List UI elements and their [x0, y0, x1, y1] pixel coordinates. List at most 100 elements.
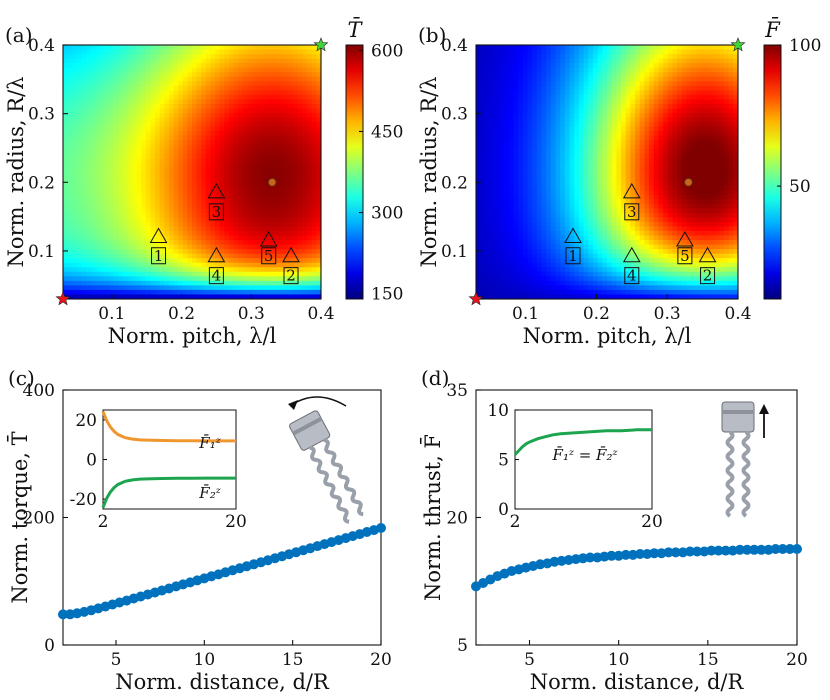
heatmap-cell: [210, 221, 216, 228]
heatmap-cell: [569, 90, 575, 96]
heatmap-cell: [205, 49, 212, 55]
heatmap-cell: [574, 199, 580, 205]
heatmap-cell: [522, 67, 529, 73]
heatmap-cell: [536, 99, 543, 105]
heatmap-cell: [192, 58, 198, 64]
heatmap-cell: [564, 108, 571, 114]
heatmap-cell: [480, 276, 486, 282]
heatmap-cell: [136, 226, 142, 232]
heatmap-cell: [72, 240, 78, 246]
heatmap-cell: [224, 289, 230, 296]
heatmap-cell: [242, 45, 248, 51]
heatmap-cell: [168, 85, 175, 91]
heatmap-cell: [508, 235, 515, 241]
heatmap-cell: [81, 167, 87, 173]
heatmap-cell: [569, 108, 575, 114]
heatmap-cell: [480, 45, 486, 51]
heatmap-cell: [550, 185, 557, 191]
heatmap-cell: [173, 267, 179, 273]
heatmap-cell: [67, 49, 73, 55]
heatmap-cell: [307, 226, 313, 232]
heatmap-cell: [316, 76, 321, 82]
heatmap-cell: [574, 45, 580, 51]
heatmap-cell: [219, 181, 225, 187]
heatmap-cell: [293, 158, 299, 164]
heatmap-cell: [588, 113, 594, 119]
triangle-marker: [207, 182, 226, 199]
heatmap-cell: [494, 81, 500, 87]
heatmap-cell: [192, 276, 198, 282]
heatmap-cell: [611, 158, 617, 164]
heatmap-cell: [219, 258, 225, 264]
heatmap-cell: [270, 149, 276, 155]
heatmap-cell: [72, 294, 78, 299]
heatmap-cell: [588, 135, 594, 141]
heatmap-cell: [196, 280, 202, 286]
heatmap-cell: [90, 172, 96, 178]
heatmap-cell: [251, 117, 258, 123]
heatmap-cell: [233, 117, 239, 123]
heatmap-cell: [583, 76, 589, 82]
heatmap-cell: [238, 253, 244, 259]
heatmap-cell: [95, 176, 101, 182]
heatmap-cell: [192, 199, 198, 205]
heatmap-cell: [302, 81, 308, 87]
heatmap-cell: [187, 172, 193, 178]
heatmap-cell: [122, 122, 129, 128]
heatmap-cell: [611, 162, 617, 169]
heatmap-cell: [238, 144, 244, 150]
heatmap-cell: [611, 285, 617, 291]
heatmap-cell: [81, 203, 87, 209]
heatmap-cell: [247, 63, 253, 69]
heatmap-cell: [168, 149, 175, 155]
heatmap-cell: [616, 103, 622, 110]
heatmap-cell: [155, 244, 161, 250]
heatmap-cell: [592, 230, 599, 237]
heatmap-cell: [532, 49, 538, 55]
heatmap-cell: [104, 94, 110, 101]
heatmap-cell: [270, 135, 276, 141]
heatmap-cell: [578, 49, 585, 55]
heatmap-cell: [536, 253, 543, 259]
heatmap-cell: [150, 294, 156, 299]
heatmap-cell: [560, 103, 566, 110]
heatmap-cell: [81, 113, 87, 119]
heatmap-cell: [532, 176, 538, 182]
heatmap-cell: [569, 235, 575, 241]
heatmap-cell: [127, 81, 133, 87]
heatmap-cell: [597, 90, 603, 96]
heatmap-cell: [546, 262, 552, 268]
heatmap-cell: [132, 90, 138, 96]
heatmap-cell: [307, 81, 313, 87]
heatmap-cell: [104, 203, 110, 209]
heatmap-cell: [178, 199, 184, 205]
heatmap-cell: [490, 176, 496, 182]
heatmap-cell: [480, 158, 486, 164]
heatmap-cell: [518, 108, 524, 114]
heatmap-cell: [187, 167, 193, 173]
heatmap-cell: [141, 45, 147, 51]
heatmap-cell: [118, 99, 124, 105]
heatmap-cell: [541, 226, 547, 232]
heatmap-cell: [104, 103, 110, 110]
heatmap-cell: [293, 90, 299, 96]
heatmap-cell: [522, 172, 529, 178]
heatmap-cell: [560, 158, 566, 164]
heatmap-cell: [592, 76, 599, 82]
heatmap-cell: [109, 230, 115, 237]
heatmap-cell: [504, 199, 510, 205]
heatmap-cell: [76, 289, 83, 296]
heatmap-cell: [485, 113, 491, 119]
heatmap-cell: [173, 144, 179, 150]
heatmap-cell: [201, 149, 207, 155]
heatmap-cell: [136, 221, 142, 228]
heatmap-cell: [592, 113, 599, 119]
heatmap-cell: [527, 54, 533, 60]
heatmap-cell: [178, 271, 184, 277]
heatmap-cell: [90, 199, 96, 205]
heatmap-cell: [150, 194, 156, 200]
heatmap-cell: [168, 271, 175, 277]
heatmap-cell: [104, 271, 110, 277]
heatmap-cell: [136, 158, 142, 164]
heatmap-cell: [270, 167, 276, 173]
